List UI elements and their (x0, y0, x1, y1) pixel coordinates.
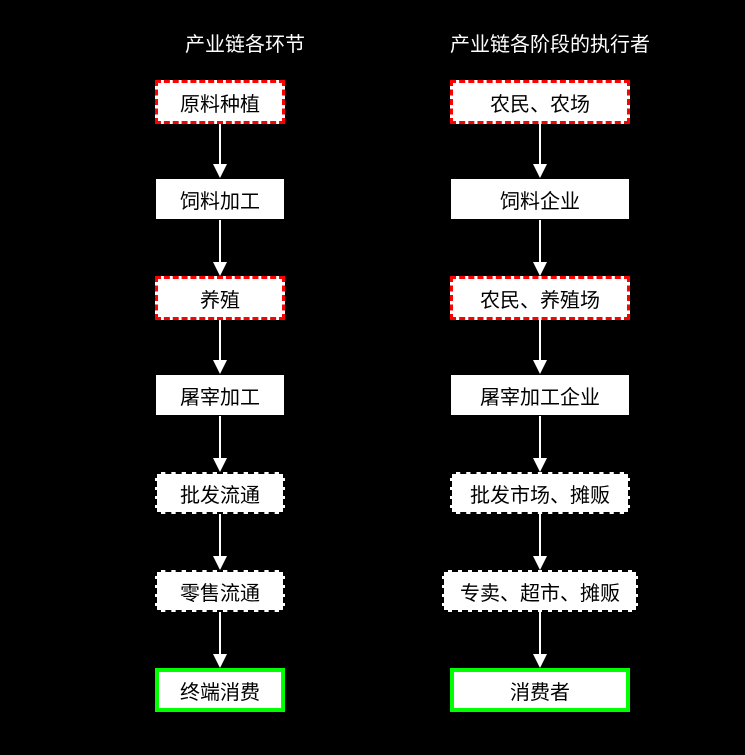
node-label: 批发流通 (180, 479, 260, 508)
arrow-head (533, 164, 547, 178)
node-breeders: 农民、养殖场 (450, 276, 630, 320)
arrow-head (533, 458, 547, 472)
arrow-head (533, 556, 547, 570)
node-farmers: 农民、农场 (450, 80, 630, 124)
node-label: 零售流通 (180, 577, 260, 606)
right-column-header: 产业链各阶段的执行者 (440, 28, 660, 57)
left-column-header: 产业链各环节 (165, 28, 325, 57)
arrow-head (213, 360, 227, 374)
arrow-head (533, 262, 547, 276)
arrow-line (539, 514, 541, 556)
node-consumers: 消费者 (450, 668, 630, 712)
arrow-head (213, 164, 227, 178)
node-retail-outlets: 专卖、超市、摊贩 (442, 570, 638, 612)
node-wholesale: 批发流通 (155, 472, 285, 514)
arrow-head (213, 262, 227, 276)
arrow-line (219, 514, 221, 556)
node-breeding: 养殖 (155, 276, 285, 320)
node-label: 专卖、超市、摊贩 (460, 577, 620, 606)
node-label: 原料种植 (180, 88, 260, 117)
arrow-line (219, 612, 221, 654)
arrow-head (533, 654, 547, 668)
node-label: 农民、养殖场 (480, 284, 600, 313)
arrow-head (213, 654, 227, 668)
node-label: 饲料企业 (500, 185, 580, 214)
arrow-head (533, 360, 547, 374)
node-label: 饲料加工 (180, 185, 260, 214)
node-label: 屠宰加工企业 (480, 381, 600, 410)
node-raw-material: 原料种植 (155, 80, 285, 124)
node-label: 农民、农场 (490, 88, 590, 117)
arrow-line (219, 124, 221, 164)
node-feed-company: 饲料企业 (450, 178, 630, 220)
arrow-line (539, 320, 541, 360)
supply-chain-diagram: 产业链各环节 产业链各阶段的执行者 原料种植 饲料加工 养殖 屠宰加工 批发流通… (0, 0, 745, 755)
arrow-line (219, 416, 221, 458)
arrow-line (219, 320, 221, 360)
node-consumption: 终端消费 (155, 668, 285, 712)
node-slaughter: 屠宰加工 (155, 374, 285, 416)
node-retail: 零售流通 (155, 570, 285, 612)
arrow-head (213, 458, 227, 472)
node-feed-processing: 饲料加工 (155, 178, 285, 220)
node-label: 养殖 (200, 284, 240, 313)
node-wholesale-market: 批发市场、摊贩 (450, 472, 630, 514)
node-slaughter-company: 屠宰加工企业 (450, 374, 630, 416)
arrow-line (539, 124, 541, 164)
node-label: 终端消费 (180, 676, 260, 705)
node-label: 批发市场、摊贩 (470, 479, 610, 508)
arrow-line (219, 220, 221, 262)
arrow-head (213, 556, 227, 570)
arrow-line (539, 416, 541, 458)
arrow-line (539, 612, 541, 654)
node-label: 屠宰加工 (180, 381, 260, 410)
arrow-line (539, 220, 541, 262)
node-label: 消费者 (510, 676, 570, 705)
